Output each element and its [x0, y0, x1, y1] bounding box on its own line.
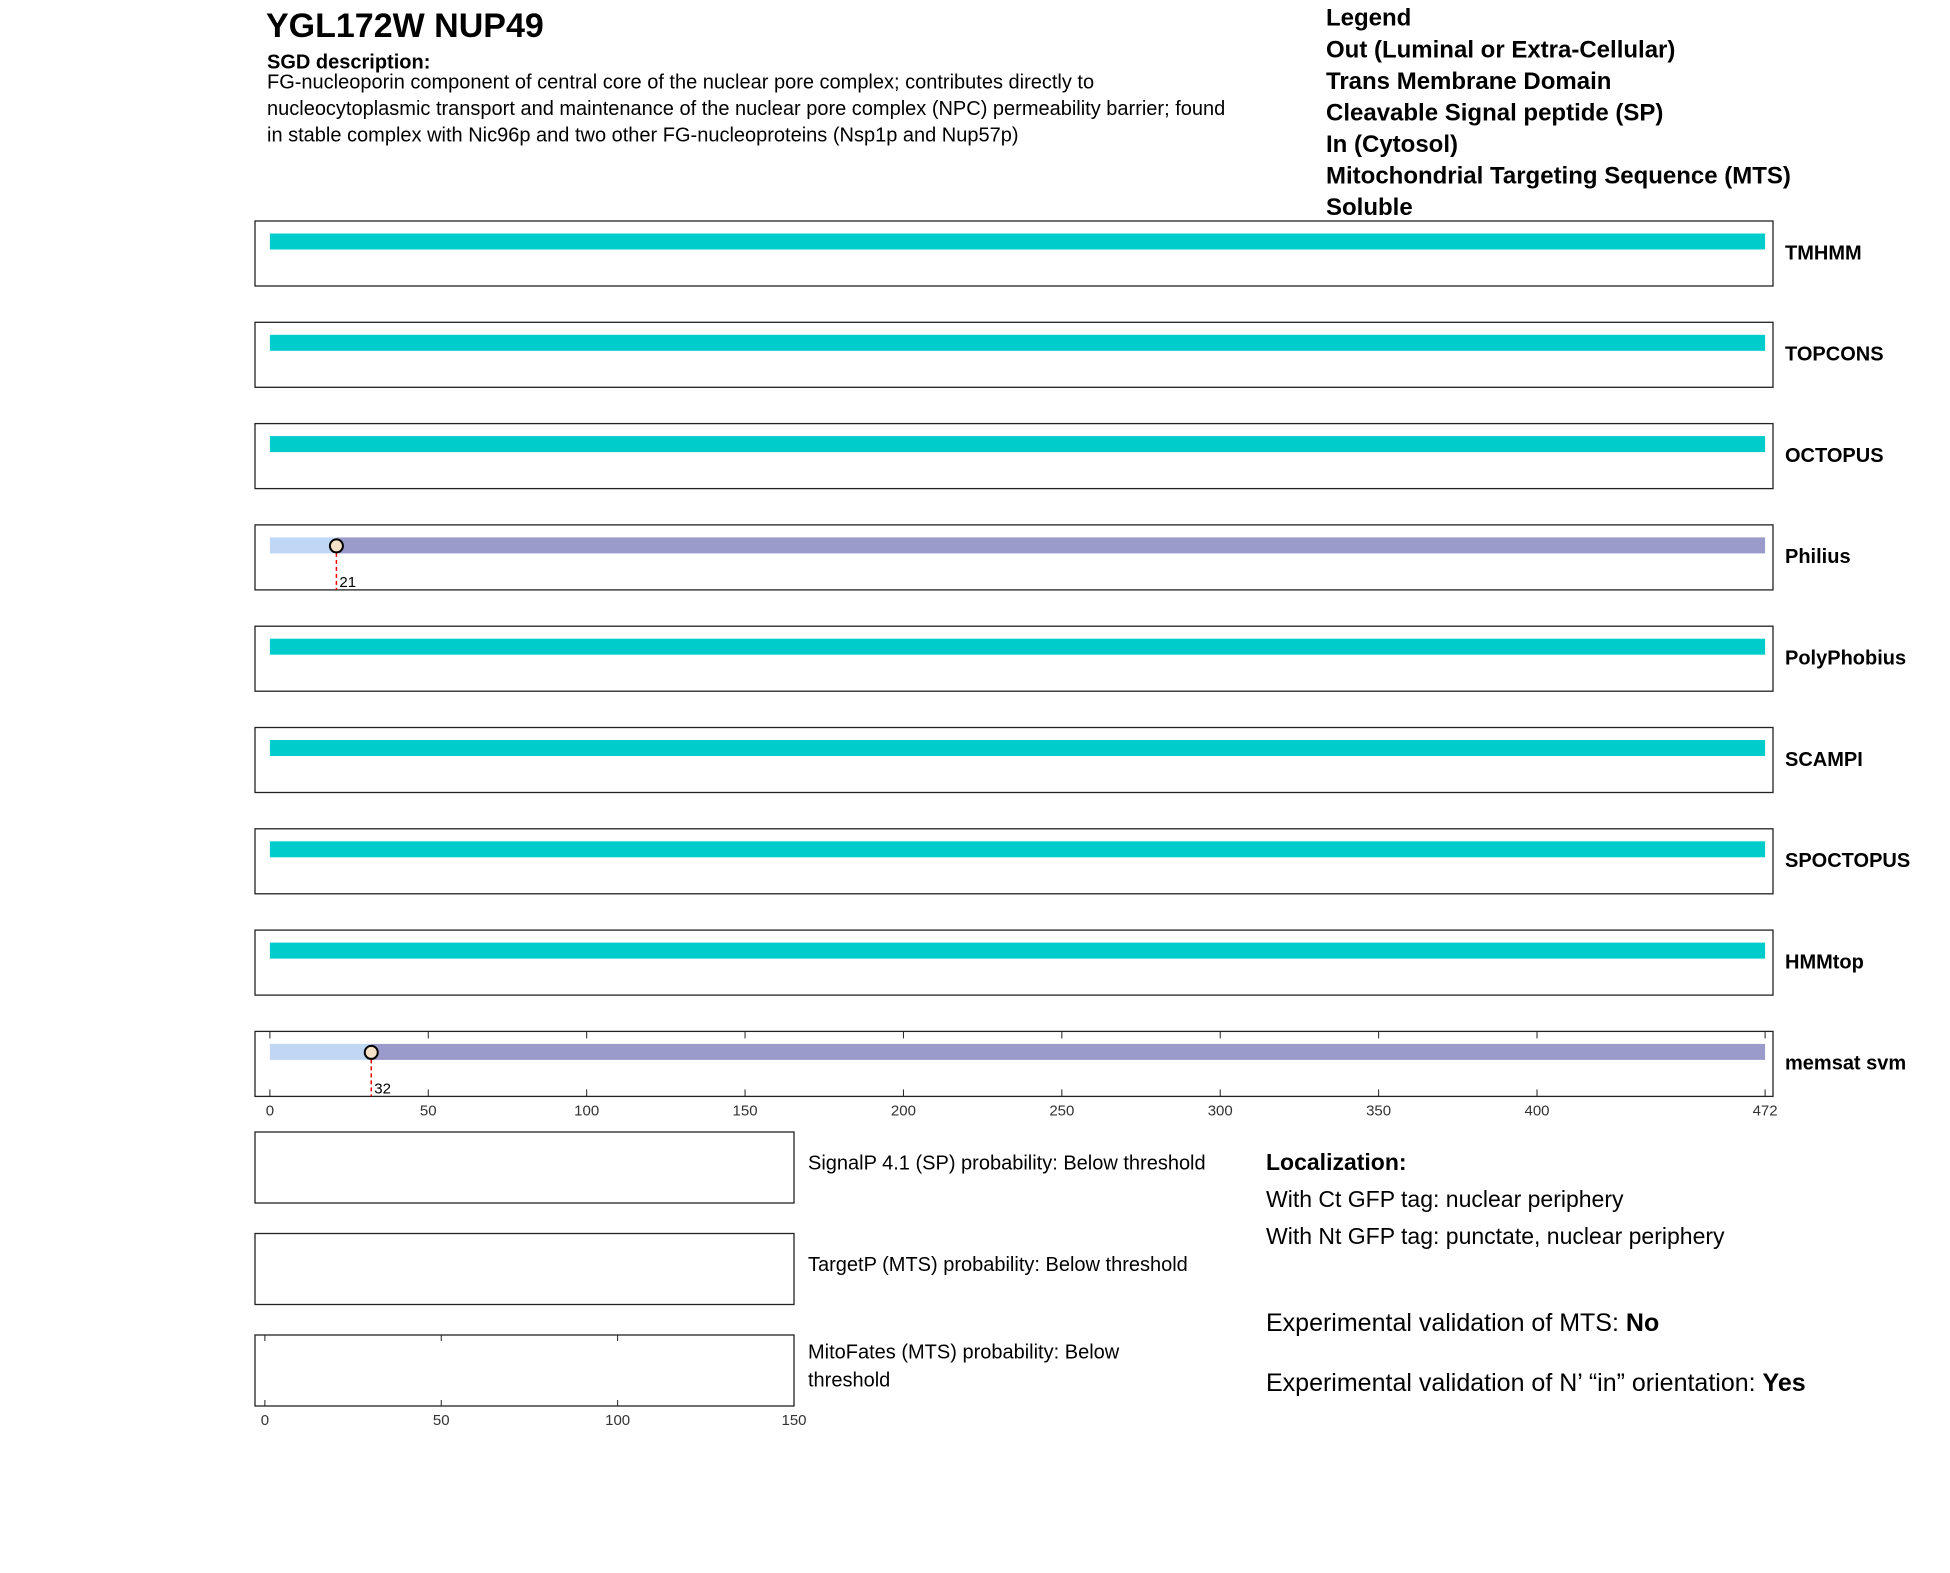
x-tick-label: 250 — [1049, 1102, 1074, 1119]
x-tick-label: 100 — [574, 1102, 599, 1119]
segment — [269, 436, 1766, 453]
x-tick-label: 100 — [605, 1412, 630, 1429]
x-tick-label: 400 — [1524, 1102, 1549, 1119]
validation: Experimental validation of MTS: No — [1266, 1309, 1659, 1337]
track-label: OCTOPUS — [1785, 445, 1884, 467]
track-box — [254, 220, 1774, 287]
validation-value: No — [1626, 1309, 1659, 1337]
legend-title: Legend — [1326, 4, 1411, 31]
track-label: Philius — [1785, 546, 1851, 568]
x-tick-label: 350 — [1366, 1102, 1391, 1119]
probability-label: TargetP (MTS) probability: Below thresho… — [808, 1254, 1188, 1276]
segment — [269, 1043, 372, 1060]
track-label: SCAMPI — [1785, 749, 1863, 771]
track-box — [254, 321, 1774, 388]
description-line: nucleocytoplasmic transport and maintena… — [267, 98, 1225, 120]
validation: Experimental validation of N’ “in” orien… — [1266, 1369, 1806, 1397]
legend-entry: Out (Luminal or Extra-Cellular) — [1326, 36, 1675, 63]
track-label: SPOCTOPUS — [1785, 850, 1910, 872]
track-label: TOPCONS — [1785, 344, 1884, 366]
track-box — [254, 726, 1774, 794]
track-label: PolyPhobius — [1785, 647, 1906, 669]
x-tick-label: 0 — [266, 1102, 274, 1119]
segment — [371, 1043, 1766, 1060]
x-tick-label: 50 — [420, 1102, 437, 1119]
legend-entry: Cleavable Signal peptide (SP) — [1326, 99, 1663, 126]
x-tick-label: 200 — [891, 1102, 916, 1119]
probability-box — [254, 1131, 795, 1204]
description-line: FG-nucleoporin component of central core… — [267, 71, 1094, 93]
probability-box — [254, 1232, 795, 1306]
segment — [269, 334, 1766, 351]
track-box — [254, 929, 1774, 996]
track-box — [254, 422, 1774, 490]
segment — [269, 841, 1766, 858]
segment — [269, 638, 1766, 655]
legend-entry: In (Cytosol) — [1326, 131, 1458, 158]
track-label: memsat svm — [1785, 1053, 1906, 1075]
probability-box — [254, 1334, 795, 1407]
track-box — [254, 524, 1774, 591]
segment — [269, 942, 1766, 959]
cleavage-site — [363, 1044, 379, 1060]
cleavage-site — [328, 538, 344, 554]
validation-value: Yes — [1763, 1369, 1806, 1397]
cleavage-label: 32 — [374, 1080, 391, 1097]
localization-line: With Ct GFP tag: nuclear periphery — [1266, 1186, 1624, 1212]
localization-line: With Nt GFP tag: punctate, nuclear perip… — [1266, 1223, 1725, 1249]
probability-label: MitoFates (MTS) probability: Below — [808, 1341, 1120, 1363]
x-tick-label: 150 — [733, 1102, 758, 1119]
segment — [269, 537, 337, 554]
x-tick-label: 300 — [1208, 1102, 1233, 1119]
x-tick-label: 0 — [261, 1412, 269, 1429]
validation-label: Experimental validation of MTS: — [1266, 1309, 1626, 1337]
track-box — [254, 1030, 1774, 1098]
probability-label: threshold — [808, 1369, 890, 1391]
track-box — [254, 625, 1774, 692]
localization-title: Localization: — [1266, 1149, 1407, 1175]
description-line: in stable complex with Nic96p and two ot… — [267, 124, 1019, 146]
legend-entry: Trans Membrane Domain — [1326, 68, 1611, 95]
description-label: SGD description: — [267, 51, 430, 73]
segment — [269, 740, 1766, 756]
probability-label: SignalP 4.1 (SP) probability: Below thre… — [808, 1152, 1206, 1174]
segment — [336, 537, 1766, 554]
track-box — [254, 828, 1774, 895]
legend-entry: Soluble — [1326, 194, 1413, 221]
title: YGL172W NUP49 — [266, 7, 544, 45]
cleavage-label: 21 — [339, 574, 356, 591]
x-tick-label: 472 — [1753, 1102, 1778, 1119]
x-tick-label: 150 — [781, 1412, 806, 1429]
legend-entry: Mitochondrial Targeting Sequence (MTS) — [1326, 162, 1791, 189]
track-label: TMHMM — [1785, 242, 1862, 264]
validation-label: Experimental validation of N’ “in” orien… — [1266, 1369, 1763, 1397]
segment — [269, 233, 1766, 250]
track-label: HMMtop — [1785, 951, 1864, 973]
x-tick-label: 50 — [433, 1412, 450, 1429]
